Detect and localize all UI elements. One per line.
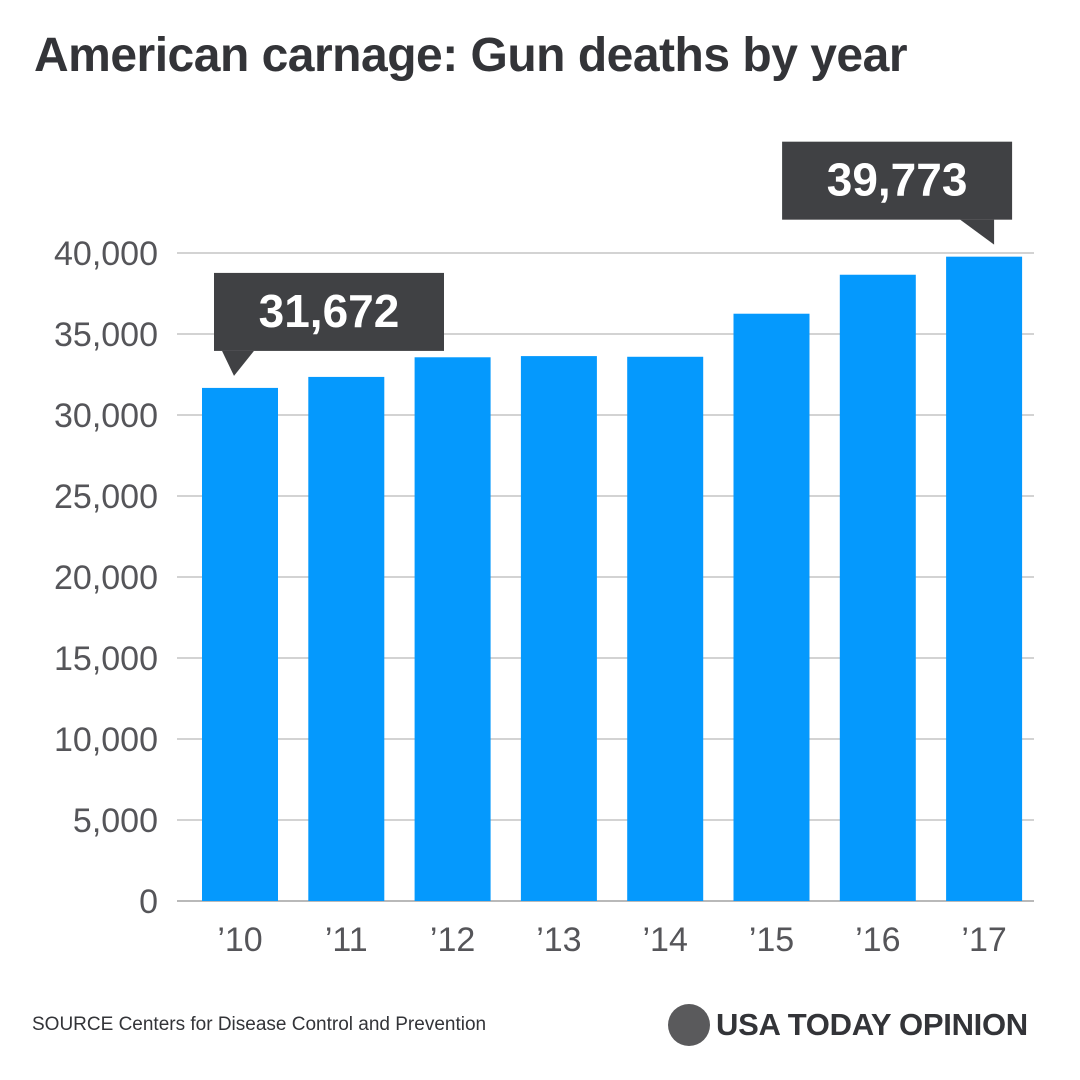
bar <box>308 376 385 901</box>
brand-name: USA TODAY OPINION <box>716 1007 1028 1042</box>
source-note: SOURCE Centers for Disease Control and P… <box>32 1014 487 1035</box>
y-tick-label: 10,000 <box>54 721 158 759</box>
chart-title: American carnage: Gun deaths by year <box>34 29 908 82</box>
y-tick-label: 40,000 <box>54 235 158 273</box>
x-tick-label: ’16 <box>855 921 900 959</box>
brand-circle-icon <box>668 1004 710 1046</box>
y-tick-label: 20,000 <box>54 559 158 597</box>
x-tick-label: ’14 <box>643 921 688 959</box>
bar <box>946 256 1023 902</box>
data-label: 31,672 <box>259 285 400 337</box>
data-label: 39,773 <box>827 154 968 206</box>
brand-logo: USA TODAY OPINION <box>668 1004 1028 1046</box>
y-tick-label: 15,000 <box>54 640 158 678</box>
y-tick-label: 30,000 <box>54 397 158 435</box>
data-label-box <box>214 272 444 351</box>
y-tick-label: 35,000 <box>54 316 158 354</box>
x-tick-label: ’10 <box>217 921 262 959</box>
y-tick-label: 5,000 <box>73 802 158 840</box>
bar <box>627 356 704 901</box>
x-tick-label: ’12 <box>430 921 475 959</box>
data-label-pointer <box>222 350 254 376</box>
bar <box>202 387 278 902</box>
data-label-pointer <box>960 219 995 245</box>
data-label-box <box>782 141 1013 220</box>
y-tick-label: 25,000 <box>54 478 158 516</box>
x-tick-label: ’15 <box>749 921 794 959</box>
y-tick-label: 0 <box>139 883 158 921</box>
x-tick-label: ’11 <box>325 921 368 959</box>
bar <box>520 356 597 901</box>
bar-chart: 0 5,000 10,000 15,000 20,000 25,000 30,000 35,0… <box>54 141 1034 959</box>
x-tick-label: ’17 <box>961 921 1006 959</box>
bar <box>839 274 916 902</box>
bar <box>414 357 491 901</box>
x-tick-label: ’13 <box>536 921 581 959</box>
bar <box>733 313 810 901</box>
